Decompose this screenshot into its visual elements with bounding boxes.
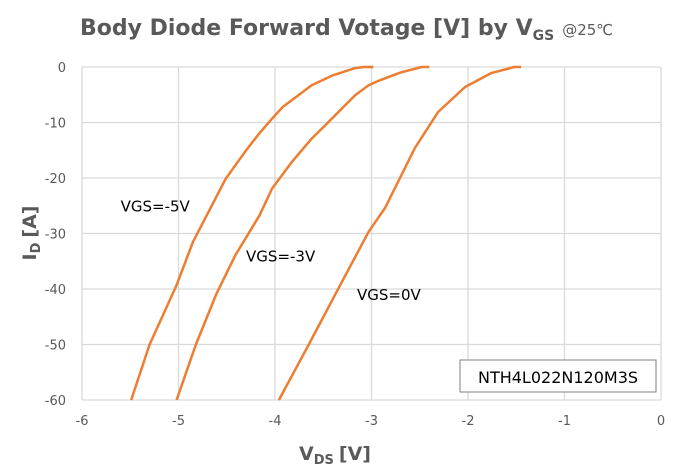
x-tick-label: -5	[172, 414, 185, 429]
chart-title: Body Diode Forward Votage [V] by VGS @25℃	[80, 16, 613, 44]
x-tick-label: -1	[558, 414, 571, 429]
y-tick-label: -30	[45, 228, 66, 243]
series-label: VGS=-5V	[121, 197, 191, 215]
y-tick-label: -60	[45, 394, 66, 409]
y-tick-label: -50	[45, 339, 66, 354]
x-tick-label: -4	[269, 414, 282, 429]
y-tick-label: -10	[45, 117, 66, 132]
y-axis-label: ID[A]	[19, 206, 44, 261]
x-tick-label: -2	[462, 414, 475, 429]
part-number-box	[459, 359, 657, 393]
series-line-0	[130, 65, 374, 401]
series-label: VGS=0V	[357, 286, 422, 304]
series-lines	[130, 65, 522, 401]
tick-labels: -6 -5 -4 -3 -2 -1 00-10-20-30-40-50-60	[45, 61, 665, 429]
x-axis-label: VDS [V]	[299, 443, 371, 468]
y-tick-label: 0	[58, 61, 66, 76]
series-line-1	[175, 65, 430, 401]
y-tick-label: -20	[45, 172, 66, 187]
x-tick-label: -6	[76, 414, 89, 429]
part-number-text: NTH4L022N120M3S	[478, 368, 638, 387]
series-labels: VGS=-5V VGS=-3V VGS=0V	[121, 197, 422, 304]
series-line-2	[277, 65, 522, 401]
series-label: VGS=-3V	[246, 247, 316, 265]
x-tick-label: 0	[657, 414, 665, 429]
x-tick-label: -3	[365, 414, 378, 429]
y-tick-label: -40	[45, 283, 66, 298]
grid	[81, 66, 662, 401]
